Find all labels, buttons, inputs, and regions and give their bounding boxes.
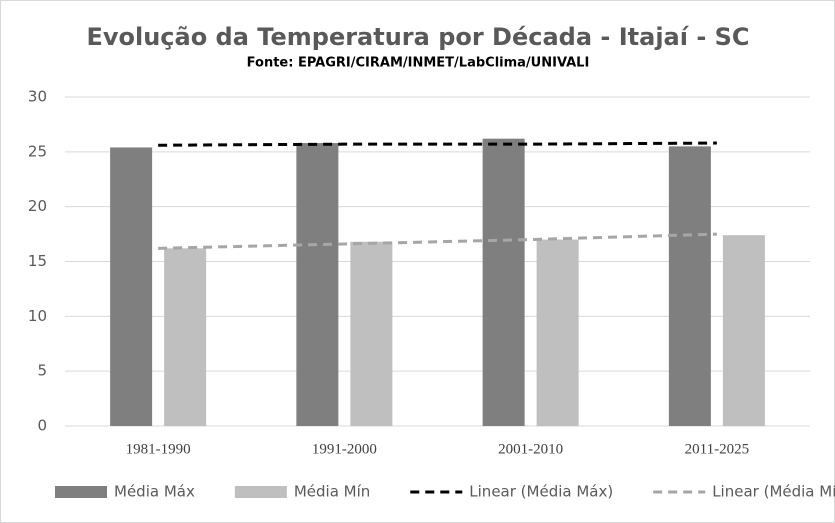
bar	[482, 138, 525, 426]
chart-subtitle: Fonte: EPAGRI/CIRAM/INMET/LabClima/UNIVA…	[247, 56, 590, 71]
bar	[350, 241, 393, 426]
bar	[296, 143, 339, 426]
bar	[110, 147, 153, 427]
legend-label: Média Mín	[294, 483, 370, 501]
legend-swatch	[55, 486, 107, 498]
bar	[164, 248, 207, 426]
y-tick-label: 5	[37, 362, 47, 380]
bar	[536, 239, 579, 426]
legend-label: Média Máx	[114, 483, 195, 501]
y-tick-label: 30	[28, 88, 47, 106]
y-tick-label: 25	[28, 142, 47, 160]
x-tick-label: 1991-2000	[312, 441, 377, 457]
y-tick-label: 0	[37, 417, 47, 435]
y-tick-label: 10	[28, 307, 47, 325]
x-tick-label: 1981-1990	[126, 441, 191, 457]
y-tick-label: 20	[28, 197, 47, 215]
x-tick-label: 2011-2025	[685, 441, 749, 457]
bar	[722, 235, 765, 426]
x-tick-label: 2001-2010	[498, 441, 563, 457]
legend-label: Linear (Média Mín)	[712, 483, 835, 501]
trend-line	[158, 232, 717, 250]
y-tick-label: 15	[28, 252, 47, 270]
chart-title: Evolução da Temperatura por Década - Ita…	[86, 23, 749, 51]
bar	[668, 146, 711, 426]
legend-label: Linear (Média Máx)	[469, 483, 613, 501]
legend-swatch	[234, 486, 287, 498]
trend-line	[158, 141, 717, 147]
